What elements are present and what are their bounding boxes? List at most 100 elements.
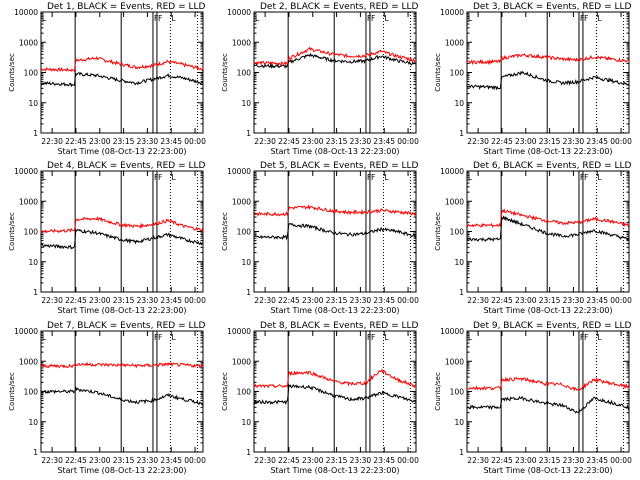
x-tick-label: 23:00 [302,137,324,146]
y-tick-label: 10 [28,418,38,427]
event-flag-label: F [158,173,162,182]
x-tick-label: 22:30 [254,296,276,305]
x-tick-label: 23:30 [563,296,585,305]
panel-det-4: Det 4, BLACK = Events, RED = LLD 1 10 100 10… [8,161,206,315]
plot-frame [253,330,417,453]
event-flag-label: L [468,14,473,23]
x-tick-label: 23:00 [302,296,324,305]
x-tick-label: 22:45 [491,137,513,146]
x-tick-label: 23:30 [563,456,585,465]
x-tick-label: 23:45 [160,137,182,146]
x-tick-label: 00:00 [397,137,419,146]
x-tick-label: 22:30 [467,456,489,465]
x-axis-label: Start Time (08-Oct-13 22:23:00) [270,306,399,315]
y-tick-label: 1000 [232,357,251,366]
x-tick-label: 23:15 [113,137,135,146]
event-flag-label: L [42,333,47,342]
x-tick-label: 22:45 [65,137,87,146]
x-tick-label: 00:00 [184,456,206,465]
x-tick-label: 23:15 [326,456,348,465]
x-tick-label: 22:30 [41,296,63,305]
event-flag-label: L [468,333,473,342]
x-tick-label: 22:30 [41,456,63,465]
event-flag-label: F [154,333,158,342]
event-flag-label: L [255,333,260,342]
y-tick-label: 10000 [440,167,464,176]
y-tick-label: 100 [24,388,39,397]
event-flag-label: F [371,14,375,23]
plot-frame [466,11,630,134]
event-flag-label: F [371,333,375,342]
y-tick-label: 10000 [440,327,464,336]
x-tick-label: 00:00 [610,137,632,146]
y-tick-label: 1000 [445,197,464,206]
x-tick-label: 00:00 [397,296,419,305]
x-tick-label: 23:00 [515,137,537,146]
x-tick-label: 23:45 [586,137,608,146]
x-axis-label: Start Time (08-Oct-13 22:23:00) [57,147,186,156]
series-black [253,222,417,241]
series-red [466,53,630,66]
event-flag-label: L [171,173,176,182]
x-axis-label: Start Time (08-Oct-13 22:23:00) [270,466,399,475]
y-tick-label: 1000 [445,357,464,366]
y-axis-label: Counts/sec [8,372,16,411]
y-axis-label: Counts/sec [8,53,16,92]
series-black [466,215,630,243]
x-tick-label: 23:30 [350,137,372,146]
panel-det-1: Det 1, BLACK = Events, RED = LLD 1 10 100 10… [8,2,206,156]
x-tick-label: 22:30 [41,137,63,146]
y-tick-label: 1 [459,288,464,297]
event-flag-label: F [158,14,162,23]
y-axis-label: Counts/sec [221,53,229,92]
x-axis-label: Start Time (08-Oct-13 22:23:00) [483,147,612,156]
x-axis-label: Start Time (08-Oct-13 22:23:00) [57,306,186,315]
y-axis-label: Counts/sec [221,212,229,251]
x-tick-label: 23:30 [350,456,372,465]
x-tick-label: 23:30 [137,296,159,305]
y-tick-label: 10 [28,99,38,108]
series-black [466,395,630,414]
y-tick-label: 1000 [19,38,38,47]
x-tick-label: 23:45 [160,456,182,465]
x-tick-label: 22:45 [65,456,87,465]
event-flag-label: F [584,173,588,182]
series-black [253,52,417,69]
y-tick-label: 10 [28,258,38,267]
event-flag-label: L [384,173,389,182]
series-black [40,228,204,250]
panel-title: Det 7, BLACK = Events, RED = LLD [47,321,206,331]
y-tick-label: 10000 [227,327,251,336]
x-tick-label: 23:45 [373,296,395,305]
event-flag-label: L [384,333,389,342]
x-tick-label: 23:45 [160,296,182,305]
x-tick-label: 22:30 [467,296,489,305]
panel-det-3: Det 3, BLACK = Events, RED = LLD 1 10 100 10… [434,2,632,156]
panel-det-7: Det 7, BLACK = Events, RED = LLD 1 10 100 10… [8,321,206,475]
x-tick-label: 23:15 [539,456,561,465]
x-tick-label: 23:00 [89,296,111,305]
plot-frame [466,170,630,293]
y-tick-label: 10000 [14,327,38,336]
x-tick-label: 00:00 [184,137,206,146]
x-tick-label: 23:15 [539,296,561,305]
event-flag-label: F [580,14,584,23]
panel-title: Det 2, BLACK = Events, RED = LLD [260,2,419,12]
series-black [253,383,417,406]
y-tick-label: 1000 [232,197,251,206]
x-tick-label: 23:45 [373,137,395,146]
y-axis-label: Counts/sec [434,372,442,411]
event-flag-label: F [580,333,584,342]
y-tick-label: 10 [454,258,464,267]
series-black [40,72,204,88]
x-tick-label: 22:45 [278,296,300,305]
plot-frame [40,11,204,134]
event-flag-label: L [171,14,176,23]
panel-title: Det 6, BLACK = Events, RED = LLD [473,161,632,171]
event-flag-label: F [584,14,588,23]
event-flag-label: L [468,173,473,182]
panel-title: Det 4, BLACK = Events, RED = LLD [47,161,206,171]
series-red [40,361,204,369]
x-tick-label: 22:30 [467,137,489,146]
